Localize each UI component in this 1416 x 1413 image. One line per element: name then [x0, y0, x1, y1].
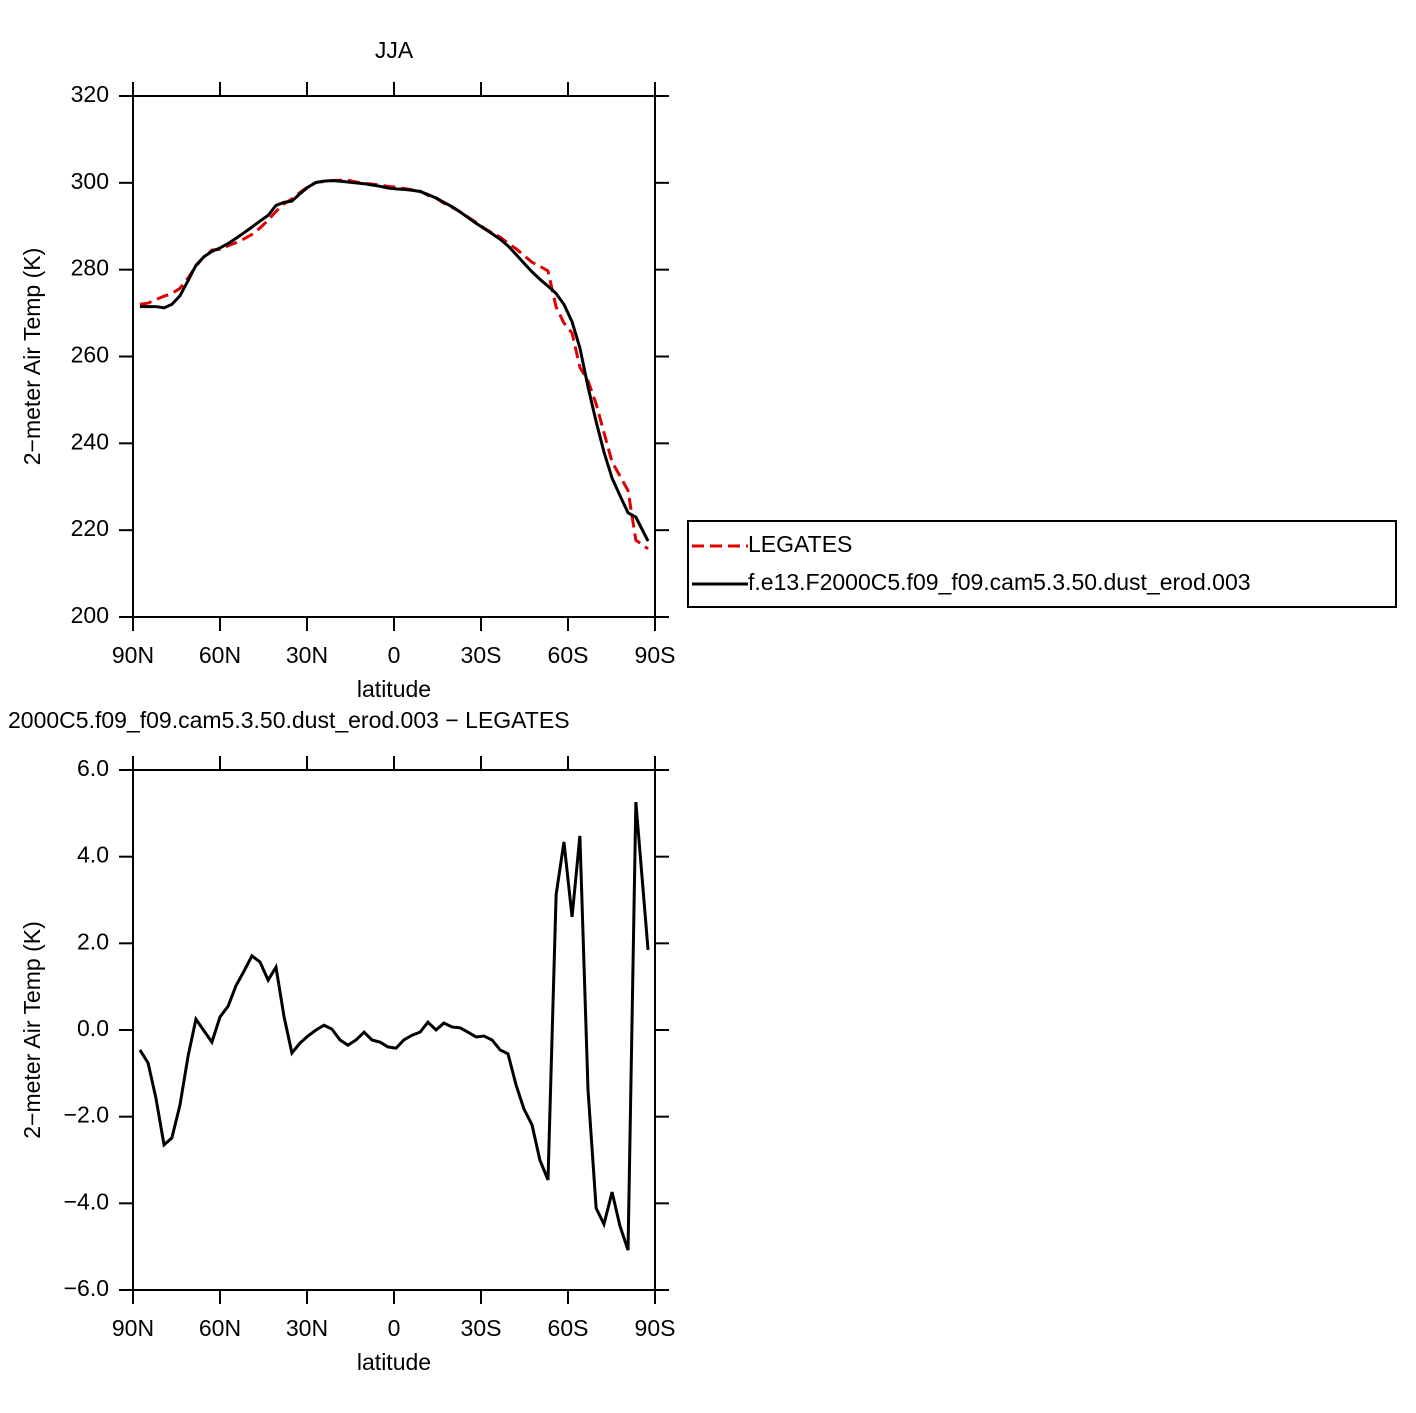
x-tick-label: 60N — [199, 642, 241, 668]
x-tick-label: 30N — [286, 642, 328, 668]
x-tick-label: 0 — [388, 642, 401, 668]
y-axis-label: 2−meter Air Temp (K) — [19, 248, 45, 466]
y-tick-label: −2.0 — [64, 1102, 109, 1128]
x-axis-label: latitude — [357, 1349, 431, 1375]
y-tick-label: −4.0 — [64, 1188, 109, 1214]
y-tick-label: 6.0 — [77, 755, 109, 781]
y-tick-label: 260 — [71, 342, 109, 368]
x-tick-label: 30N — [286, 1315, 328, 1341]
x-tick-label: 30S — [461, 1315, 502, 1341]
y-axis-label: 2−meter Air Temp (K) — [19, 921, 45, 1139]
chart-title: 2000C5.f09_f09.cam5.3.50.dust_erod.003 −… — [8, 707, 570, 733]
y-tick-label: −6.0 — [64, 1275, 109, 1301]
x-axis-label: latitude — [357, 676, 431, 702]
x-tick-label: 60N — [199, 1315, 241, 1341]
y-tick-label: 200 — [71, 602, 109, 628]
y-tick-label: 300 — [71, 168, 109, 194]
y-tick-label: 220 — [71, 515, 109, 541]
y-tick-label: 280 — [71, 255, 109, 281]
data-line — [138, 801, 650, 1251]
x-tick-label: 90S — [635, 642, 676, 668]
y-tick-label: 240 — [71, 428, 109, 454]
x-tick-label: 0 — [388, 1315, 401, 1341]
x-tick-label: 90N — [112, 642, 154, 668]
x-tick-label: 30S — [461, 642, 502, 668]
y-tick-label: 4.0 — [77, 842, 109, 868]
legend-label: f.e13.F2000C5.f09_f09.cam5.3.50.dust_ero… — [748, 569, 1251, 595]
chart-title: JJA — [375, 37, 414, 63]
data-line — [139, 178, 649, 551]
legend-box — [687, 520, 1397, 608]
x-tick-label: 60S — [548, 1315, 589, 1341]
x-tick-label: 90S — [635, 1315, 676, 1341]
x-tick-label: 90N — [112, 1315, 154, 1341]
data-line — [139, 179, 650, 542]
y-tick-label: 2.0 — [77, 928, 109, 954]
y-tick-label: 0.0 — [77, 1015, 109, 1041]
plot-frame — [132, 769, 656, 1291]
y-tick-label: 320 — [71, 81, 109, 107]
legend-label: LEGATES — [748, 531, 852, 557]
x-tick-label: 60S — [548, 642, 589, 668]
